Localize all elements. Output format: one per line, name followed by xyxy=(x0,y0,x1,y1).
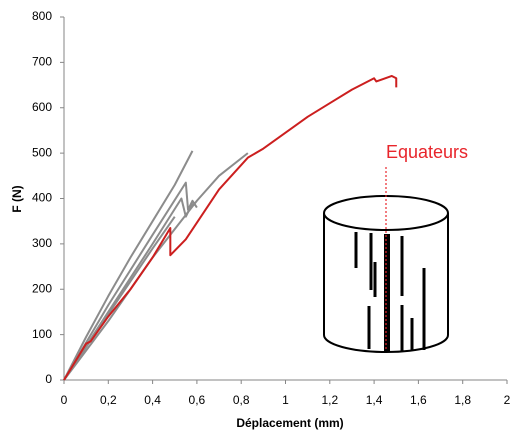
y-tick-label: 200 xyxy=(32,281,52,295)
x-tick-label: 1,6 xyxy=(410,393,427,407)
y-tick-label: 300 xyxy=(32,236,52,250)
x-tick-label: 1,8 xyxy=(454,393,471,407)
x-tick-label: 0,6 xyxy=(189,393,206,407)
y-tick-label: 700 xyxy=(32,55,52,69)
annotation: Equateurs xyxy=(386,142,468,162)
x-tick-label: 1,2 xyxy=(321,393,338,407)
y-tick-label: 800 xyxy=(32,9,52,23)
y-tick-label: 100 xyxy=(32,327,52,341)
y-tick-label: 0 xyxy=(45,372,52,386)
x-tick-label: 0,4 xyxy=(144,393,161,407)
x-tick-label: 0,8 xyxy=(233,393,250,407)
series-line xyxy=(63,74,398,381)
x-axis-label: Déplacement (mm) xyxy=(236,416,343,430)
series-line xyxy=(63,150,194,381)
y-tick-label: 400 xyxy=(32,191,52,205)
y-axis-label: F (N) xyxy=(10,185,24,212)
series-line xyxy=(63,152,249,381)
x-tick-label: 1,4 xyxy=(366,393,383,407)
y-tick-label: 600 xyxy=(32,100,52,114)
x-tick-label: 1 xyxy=(282,393,289,407)
x-tick-label: 2 xyxy=(504,393,511,407)
x-tick-label: 0,2 xyxy=(100,393,117,407)
y-tick-label: 500 xyxy=(32,145,52,159)
cylinder-diagram xyxy=(323,167,449,353)
series-line xyxy=(63,216,176,381)
x-tick-label: 0 xyxy=(61,393,68,407)
series-line xyxy=(63,181,198,381)
cracks xyxy=(354,232,426,352)
